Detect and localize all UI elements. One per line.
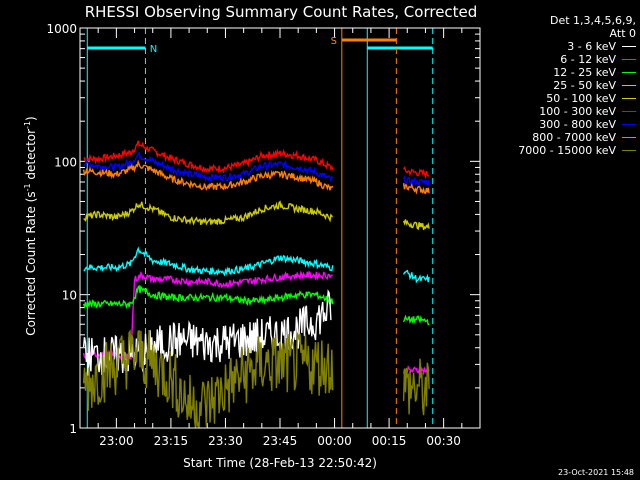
series-line [82,151,334,183]
legend-swatch [622,46,636,47]
chart-title: RHESSI Observing Summary Count Rates, Co… [85,3,478,21]
legend-label: 3 - 6 keV [567,40,616,53]
x-tick-label: 00:00 [317,434,352,448]
legend-entry: 800 - 7000 keV [480,131,636,144]
legend-label: 12 - 25 keV [553,66,616,79]
legend-entry: 6 - 12 keV [480,53,636,66]
legend-entry: 3 - 6 keV [480,40,636,53]
legend-swatch [622,111,636,112]
legend-entry: 300 - 800 keV [480,118,636,131]
legend-swatch [622,85,636,86]
series-line [402,314,430,326]
legend-label: 25 - 50 keV [553,79,616,92]
series-line [83,246,334,277]
legend-label: 6 - 12 keV [560,53,616,66]
series-line [402,358,430,416]
markers: NS [86,28,434,428]
series-line [83,200,334,226]
series-line [402,182,430,195]
legend-label: 7000 - 15000 keV [518,144,616,157]
y-tick-label: 10 [62,289,77,303]
legend-entry: 7000 - 15000 keV [480,144,636,157]
y-tick-label: 1000 [46,22,77,36]
axis-ticks: 1000 100 10 1 23:00 23:15 23:30 23:45 00:00 00:15… [46,22,480,448]
legend-attenuator: Att 0 [609,27,636,40]
saa-label: S [331,36,337,47]
legend-label: 50 - 100 keV [546,92,616,105]
x-tick-label: 00:15 [372,434,407,448]
legend-entry: 50 - 100 keV [480,92,636,105]
series-line [82,329,334,429]
legend-swatch [622,137,636,138]
x-axis-label: Start Time (28-Feb-13 22:50:42) [183,456,377,470]
legend-entry: 12 - 25 keV [480,66,636,79]
x-tick-label: 23:00 [99,434,134,448]
y-tick-label: 100 [54,155,77,169]
night-label: N [150,44,157,55]
series-line [402,174,430,187]
series-line [82,284,334,310]
series-lines [82,140,430,429]
x-tick-label: 00:30 [426,434,461,448]
series-line [402,269,430,284]
legend-swatch [622,72,636,73]
legend-label: 300 - 800 keV [539,118,616,131]
legend-detectors: Det 1,3,4,5,6,9, [549,14,636,27]
legend-swatch [622,59,636,60]
legend-label: 100 - 300 keV [539,105,616,118]
series-line [82,159,334,191]
series-line [402,166,430,180]
plot-frame [79,27,481,429]
legend-entry: 25 - 50 keV [480,79,636,92]
series-line [83,140,334,174]
x-tick-label: 23:30 [208,434,243,448]
x-tick-label: 23:15 [154,434,189,448]
x-tick-label: 23:45 [263,434,298,448]
series-line [402,219,430,231]
y-axis-label: Corrected Count Rate (s-1 detector-1) [23,116,38,335]
legend-swatch [622,98,636,99]
legend: Det 1,3,4,5,6,9, Att 0 3 - 6 keV 6 - 12 k… [480,14,636,157]
legend-entry: 100 - 300 keV [480,105,636,118]
legend-swatch [622,124,636,125]
legend-label: 800 - 7000 keV [532,131,616,144]
footer-date: 23-Oct-2021 15:48 [558,468,634,477]
y-tick-label: 1 [69,422,77,436]
legend-swatch [622,150,636,151]
series-line [402,364,430,376]
